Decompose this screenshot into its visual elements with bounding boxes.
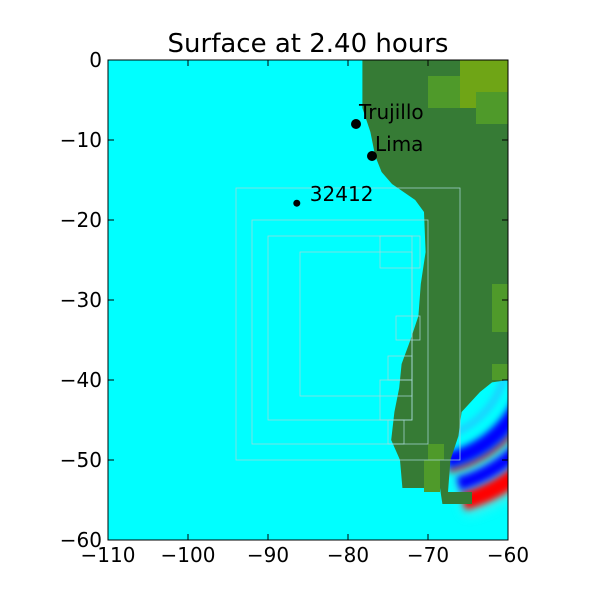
land-polygon	[362, 60, 508, 504]
land-mass	[362, 60, 508, 504]
grid-patch	[235, 187, 461, 461]
x-tick-label: −70	[407, 543, 449, 567]
y-tick-label: −40	[60, 368, 102, 392]
chart-title: Surface at 2.40 hours	[168, 29, 449, 59]
point-marker	[367, 151, 377, 161]
grid-patch	[395, 315, 421, 341]
amr-grid-patches	[235, 187, 461, 461]
highland-cell	[492, 284, 508, 332]
grid-patch	[387, 419, 405, 445]
point-marker	[293, 199, 301, 207]
highland-cell	[476, 92, 508, 124]
x-tick-label: −110	[81, 543, 136, 567]
axis-ticks: −110 −100 −90 −80 −70 −60 0 −10 −20 −30 −40 −50 −60	[60, 48, 529, 567]
grid-patch	[379, 235, 421, 269]
x-tick-label: −60	[487, 543, 529, 567]
highland-cell	[424, 460, 440, 492]
grid-patch	[251, 219, 429, 445]
x-tick-label: −100	[161, 543, 216, 567]
point-label: Trujillo	[358, 100, 424, 124]
y-tick-label: 0	[89, 48, 102, 72]
point-label: Lima	[375, 132, 423, 156]
plot-area	[108, 60, 508, 540]
point-marker	[351, 119, 361, 129]
x-tick-label: −90	[247, 543, 289, 567]
point-label: 32412	[310, 182, 374, 206]
y-tick-label: −50	[60, 448, 102, 472]
highland-cell	[428, 444, 444, 460]
grid-patch	[299, 251, 413, 397]
y-tick-label: −60	[60, 528, 102, 552]
point-markers: Trujillo Lima 32412	[293, 100, 424, 207]
y-tick-label: −10	[60, 128, 102, 152]
x-tick-label: −80	[327, 543, 369, 567]
y-tick-label: −30	[60, 288, 102, 312]
highland-cell	[492, 364, 508, 380]
y-tick-label: −20	[60, 208, 102, 232]
